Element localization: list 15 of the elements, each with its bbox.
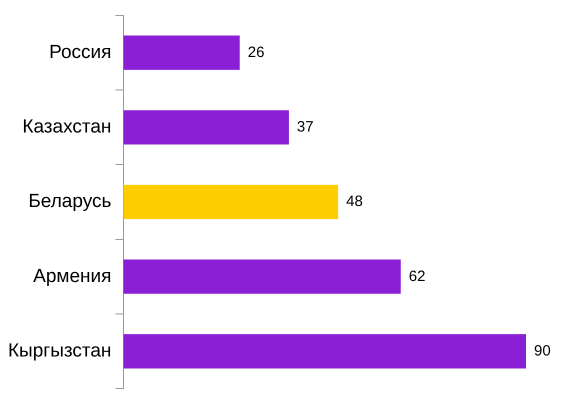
y-tick-label: Кыргызстан <box>8 340 112 362</box>
bar <box>123 259 401 294</box>
y-tick-label: Армения <box>33 266 112 287</box>
bar <box>123 36 240 70</box>
y-tick-label: Россия <box>49 42 112 63</box>
data-label: 48 <box>346 193 363 210</box>
bar <box>123 334 526 368</box>
y-tick-label: Беларусь <box>28 191 112 212</box>
bar <box>123 110 289 145</box>
data-label: 37 <box>296 118 314 136</box>
data-label: 26 <box>248 44 264 61</box>
data-label: 62 <box>408 268 426 285</box>
y-tick-label: Казахстан <box>22 116 112 138</box>
data-label: 90 <box>534 342 551 360</box>
bar <box>123 184 338 220</box>
